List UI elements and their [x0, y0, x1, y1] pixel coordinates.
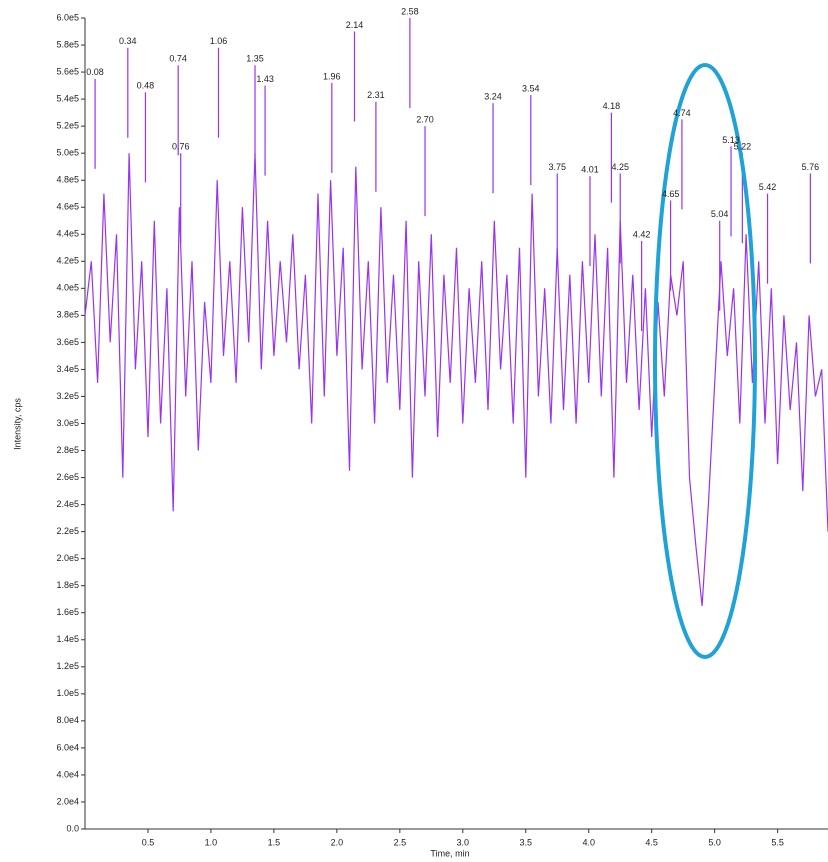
peak-label: 2.31: [367, 90, 385, 100]
peak-label: 2.58: [401, 6, 419, 16]
peak-label: 2.14: [346, 20, 364, 30]
y-tick-label: 5.4e5: [56, 93, 79, 103]
x-tick-label: 4.0: [582, 837, 595, 847]
y-tick-label: 4.4e5: [56, 229, 79, 239]
y-tick-label: 3.4e5: [56, 364, 79, 374]
x-tick-label: 1.0: [205, 837, 218, 847]
peak-label: 2.70: [416, 115, 434, 125]
x-tick-label: 5.0: [708, 837, 721, 847]
peak-label: 5.13: [722, 135, 740, 145]
y-tick-label: 1.0e5: [56, 688, 79, 698]
y-tick-label: 5.2e5: [56, 121, 79, 131]
peak-label: 5.04: [711, 209, 729, 219]
y-tick-label: 4.6e5: [56, 202, 79, 212]
peak-label: 4.18: [603, 101, 621, 111]
x-tick-label: 4.5: [645, 837, 658, 847]
x-tick-label: 2.5: [394, 837, 407, 847]
peak-label: 1.35: [246, 54, 264, 64]
plot-area: [84, 18, 828, 607]
y-tick-label: 8.0e4: [56, 715, 79, 725]
peak-label: 0.74: [169, 54, 187, 64]
x-tick-label: 1.5: [268, 837, 281, 847]
peak-label: 0.76: [172, 142, 190, 152]
peak-label: 4.25: [611, 162, 629, 172]
highlight-ellipse: [653, 63, 757, 659]
peak-label: 4.74: [673, 108, 691, 118]
y-tick-label: 4.2e5: [56, 256, 79, 266]
peak-label: 5.76: [802, 162, 820, 172]
x-tick-label: 3.5: [520, 837, 533, 847]
peak-label: 3.75: [548, 162, 566, 172]
peak-label: 5.22: [734, 142, 752, 152]
y-tick-label: 2.2e5: [56, 526, 79, 536]
y-tick-label: 1.6e5: [56, 607, 79, 617]
y-tick-label: 6.0e5: [56, 12, 79, 22]
peak-label: 0.48: [137, 81, 155, 91]
peak-label: 0.34: [119, 36, 137, 46]
y-tick-label: 2.4e5: [56, 499, 79, 509]
y-tick-label: 3.0e5: [56, 418, 79, 428]
y-tick-label: 1.4e5: [56, 634, 79, 644]
peak-label: 1.06: [210, 36, 228, 46]
y-tick-label: 1.2e5: [56, 661, 79, 671]
y-tick-label: 5.8e5: [56, 39, 79, 49]
y-tick-label: 4.0e4: [56, 769, 79, 779]
y-tick-label: 5.0e5: [56, 148, 79, 158]
y-tick-label: 4.0e5: [56, 283, 79, 293]
peak-label: 1.96: [323, 71, 341, 81]
y-tick-label: 3.2e5: [56, 391, 79, 401]
x-tick-label: 3.0: [457, 837, 470, 847]
x-tick-label: 5.5: [771, 837, 784, 847]
y-tick-label: 3.8e5: [56, 310, 79, 320]
peak-label: 5.42: [759, 182, 777, 192]
y-tick-label: 0.0: [66, 823, 79, 833]
y-tick-label: 4.8e5: [56, 175, 79, 185]
y-tick-label: 6.0e4: [56, 742, 79, 752]
peak-label: 3.54: [522, 83, 540, 93]
y-tick-label: 3.6e5: [56, 337, 79, 347]
y-tick-label: 2.8e5: [56, 445, 79, 455]
y-tick-label: 1.8e5: [56, 580, 79, 590]
y-tick-label: 5.6e5: [56, 66, 79, 76]
x-tick-label: 0.5: [142, 837, 155, 847]
peak-label: 3.24: [484, 92, 502, 102]
y-tick-label: 2.6e5: [56, 472, 79, 482]
trace-line: [84, 153, 828, 607]
peak-label: 1.43: [256, 74, 274, 84]
y-tick-label: 2.0e5: [56, 553, 79, 563]
peak-label: 4.01: [581, 165, 599, 175]
x-tick-label: 2.0: [331, 837, 344, 847]
peak-label: 4.65: [662, 189, 680, 199]
y-axis-title: Intensity, cps: [12, 398, 22, 450]
y-tick-label: 2.0e4: [56, 796, 79, 806]
x-axis-title: Time, min: [430, 848, 469, 858]
peak-label: 0.08: [86, 67, 104, 77]
peak-label: 4.42: [633, 229, 651, 239]
